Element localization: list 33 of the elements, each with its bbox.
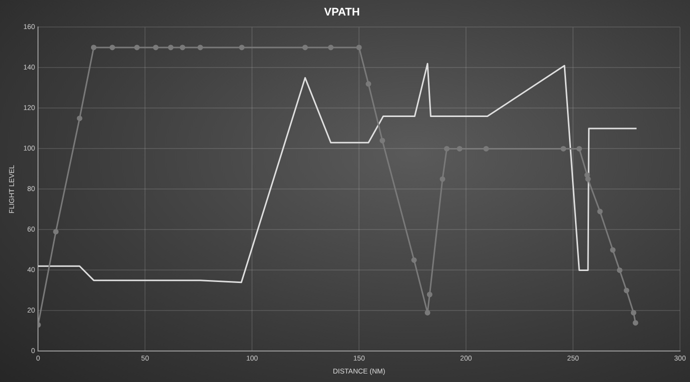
point: [356, 44, 362, 50]
point: [610, 247, 616, 253]
point: [180, 44, 186, 50]
point: [456, 146, 462, 152]
point: [198, 44, 204, 50]
point: [239, 44, 245, 50]
point: [380, 138, 386, 144]
point: [624, 288, 630, 294]
point: [134, 44, 140, 50]
point: [328, 44, 334, 50]
point: [560, 146, 566, 152]
point: [597, 208, 603, 214]
point: [444, 146, 450, 152]
point: [366, 81, 372, 87]
point: [632, 320, 638, 326]
point: [76, 116, 82, 122]
point: [53, 228, 59, 234]
point: [616, 267, 622, 273]
point: [483, 146, 489, 152]
point: [585, 176, 591, 182]
point: [424, 310, 430, 316]
point: [584, 172, 590, 178]
point: [411, 257, 417, 263]
point: [426, 292, 432, 298]
point: [630, 310, 636, 316]
point: [576, 146, 582, 152]
point: [440, 176, 446, 182]
point: [110, 44, 116, 50]
point: [90, 44, 96, 50]
chart-title: VPATH: [324, 6, 360, 19]
point: [153, 44, 159, 50]
point: [168, 44, 174, 50]
point: [302, 44, 308, 50]
